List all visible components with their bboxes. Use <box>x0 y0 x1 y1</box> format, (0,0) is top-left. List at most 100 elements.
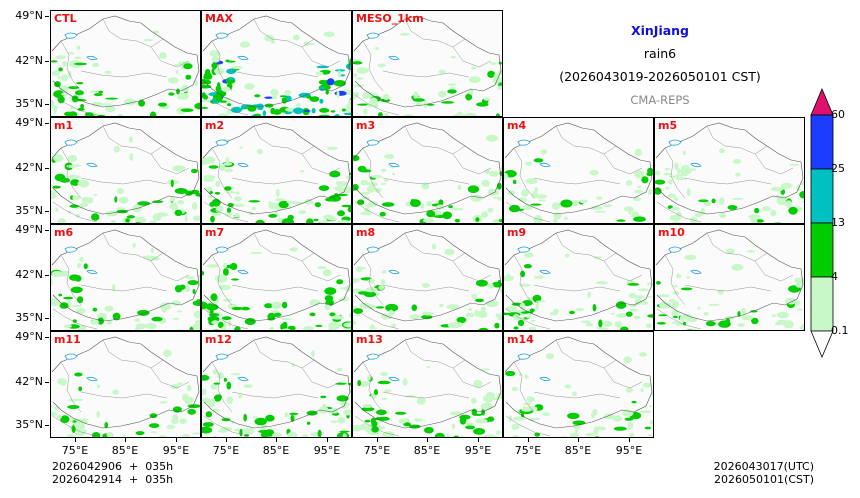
precip-cell <box>360 381 370 387</box>
precip-cell <box>718 197 725 206</box>
precip-cell <box>273 312 282 317</box>
precip-cell <box>192 289 196 294</box>
precip-cell <box>209 50 221 57</box>
precip-cell <box>534 432 540 437</box>
precip-cell <box>220 326 227 330</box>
precip-cell <box>389 309 394 315</box>
precip-cell <box>444 248 455 256</box>
precip-cell <box>206 186 213 192</box>
lake-outline <box>64 139 78 146</box>
precip-cell <box>439 303 444 308</box>
precip-cell <box>231 306 244 311</box>
precip-cell <box>492 196 502 199</box>
admin-line <box>211 40 233 92</box>
lat-tick-label: 35°N <box>15 204 43 217</box>
precip-cell <box>345 105 351 113</box>
precip-cell <box>191 202 198 210</box>
panel-label: m9 <box>507 226 527 239</box>
colorbar-segment <box>810 168 834 224</box>
precip-cell <box>334 90 347 96</box>
precip-cell <box>421 182 430 190</box>
precip-cell <box>76 263 82 268</box>
precip-cell <box>530 203 542 206</box>
precip-cell <box>334 193 339 196</box>
precip-cell <box>208 165 219 169</box>
precip-cell <box>391 323 397 328</box>
precip-cell <box>475 279 488 287</box>
precip-cell <box>783 320 794 329</box>
precip-cell <box>360 191 370 195</box>
map-panel-m12: m12 <box>201 331 352 438</box>
precip-cell <box>517 208 525 211</box>
precip-cell <box>134 318 140 322</box>
precip-cell <box>438 199 444 206</box>
precip-cell <box>244 427 255 435</box>
lake-outline <box>86 162 98 168</box>
precip-cell <box>574 427 578 436</box>
precip-cell <box>733 159 742 164</box>
lake-outline <box>366 246 380 253</box>
precip-cell <box>368 327 378 330</box>
precip-cell <box>134 222 142 223</box>
lon-tick-mark <box>327 438 328 442</box>
precip-cell <box>616 219 626 222</box>
precip-cell <box>174 209 183 216</box>
precip-cell <box>509 204 521 213</box>
precip-cell <box>693 222 703 223</box>
precip-cell <box>533 216 543 223</box>
precip-cell <box>122 434 126 437</box>
precip-cell <box>341 296 349 302</box>
precip-cell <box>460 435 465 437</box>
precip-cell <box>69 204 79 208</box>
precip-cell <box>54 173 66 182</box>
precip-cell <box>475 298 484 303</box>
precip-map <box>504 332 653 437</box>
precip-cell <box>67 210 72 214</box>
precip-cell <box>648 189 653 196</box>
precip-cell <box>616 313 627 318</box>
admin-line <box>60 40 82 92</box>
precip-cell <box>270 107 275 115</box>
colorbar-level-label: 25 <box>831 162 845 175</box>
precip-cell <box>60 415 70 424</box>
precip-cell <box>309 312 316 317</box>
precip-cell <box>70 286 83 293</box>
admin-line <box>203 94 249 116</box>
admin-line <box>211 147 233 199</box>
precip-cell <box>192 300 200 306</box>
precip-cell <box>303 109 311 112</box>
lake-outline <box>388 376 400 382</box>
colorbar-level-label: 60 <box>831 108 845 121</box>
precip-cell <box>151 316 163 322</box>
precip-cell <box>495 113 500 116</box>
precip-cell <box>135 323 147 330</box>
precip-cell <box>623 206 634 212</box>
precip-cell <box>771 314 776 317</box>
precip-cell <box>206 264 219 268</box>
lat-tick-label: 49°N <box>15 223 43 236</box>
lake-outline <box>237 162 249 168</box>
precip-cell <box>192 432 200 435</box>
map-panel-ctl: CTL <box>50 10 201 117</box>
panel-label: MAX <box>205 12 233 25</box>
precip-cell <box>412 98 425 102</box>
precip-cell <box>66 434 76 437</box>
precip-cell <box>170 179 174 188</box>
precip-cell <box>252 416 258 419</box>
precip-cell <box>384 154 395 159</box>
precip-cell <box>319 86 325 91</box>
admin-line <box>231 284 319 292</box>
precip-cell <box>302 434 309 437</box>
precip-cell <box>166 424 176 430</box>
valid-cst: 2026050101(CST) <box>714 473 814 486</box>
precip-cell <box>202 99 212 103</box>
precip-cell <box>380 182 387 186</box>
lake-outline <box>237 269 249 275</box>
panel-label: CTL <box>54 12 77 25</box>
map-panel-m8: m8 <box>352 224 503 331</box>
precip-cell <box>202 78 207 85</box>
precip-cell <box>93 93 103 97</box>
precip-cell <box>449 411 463 416</box>
precip-cell <box>337 417 346 424</box>
precip-cell <box>113 145 120 153</box>
